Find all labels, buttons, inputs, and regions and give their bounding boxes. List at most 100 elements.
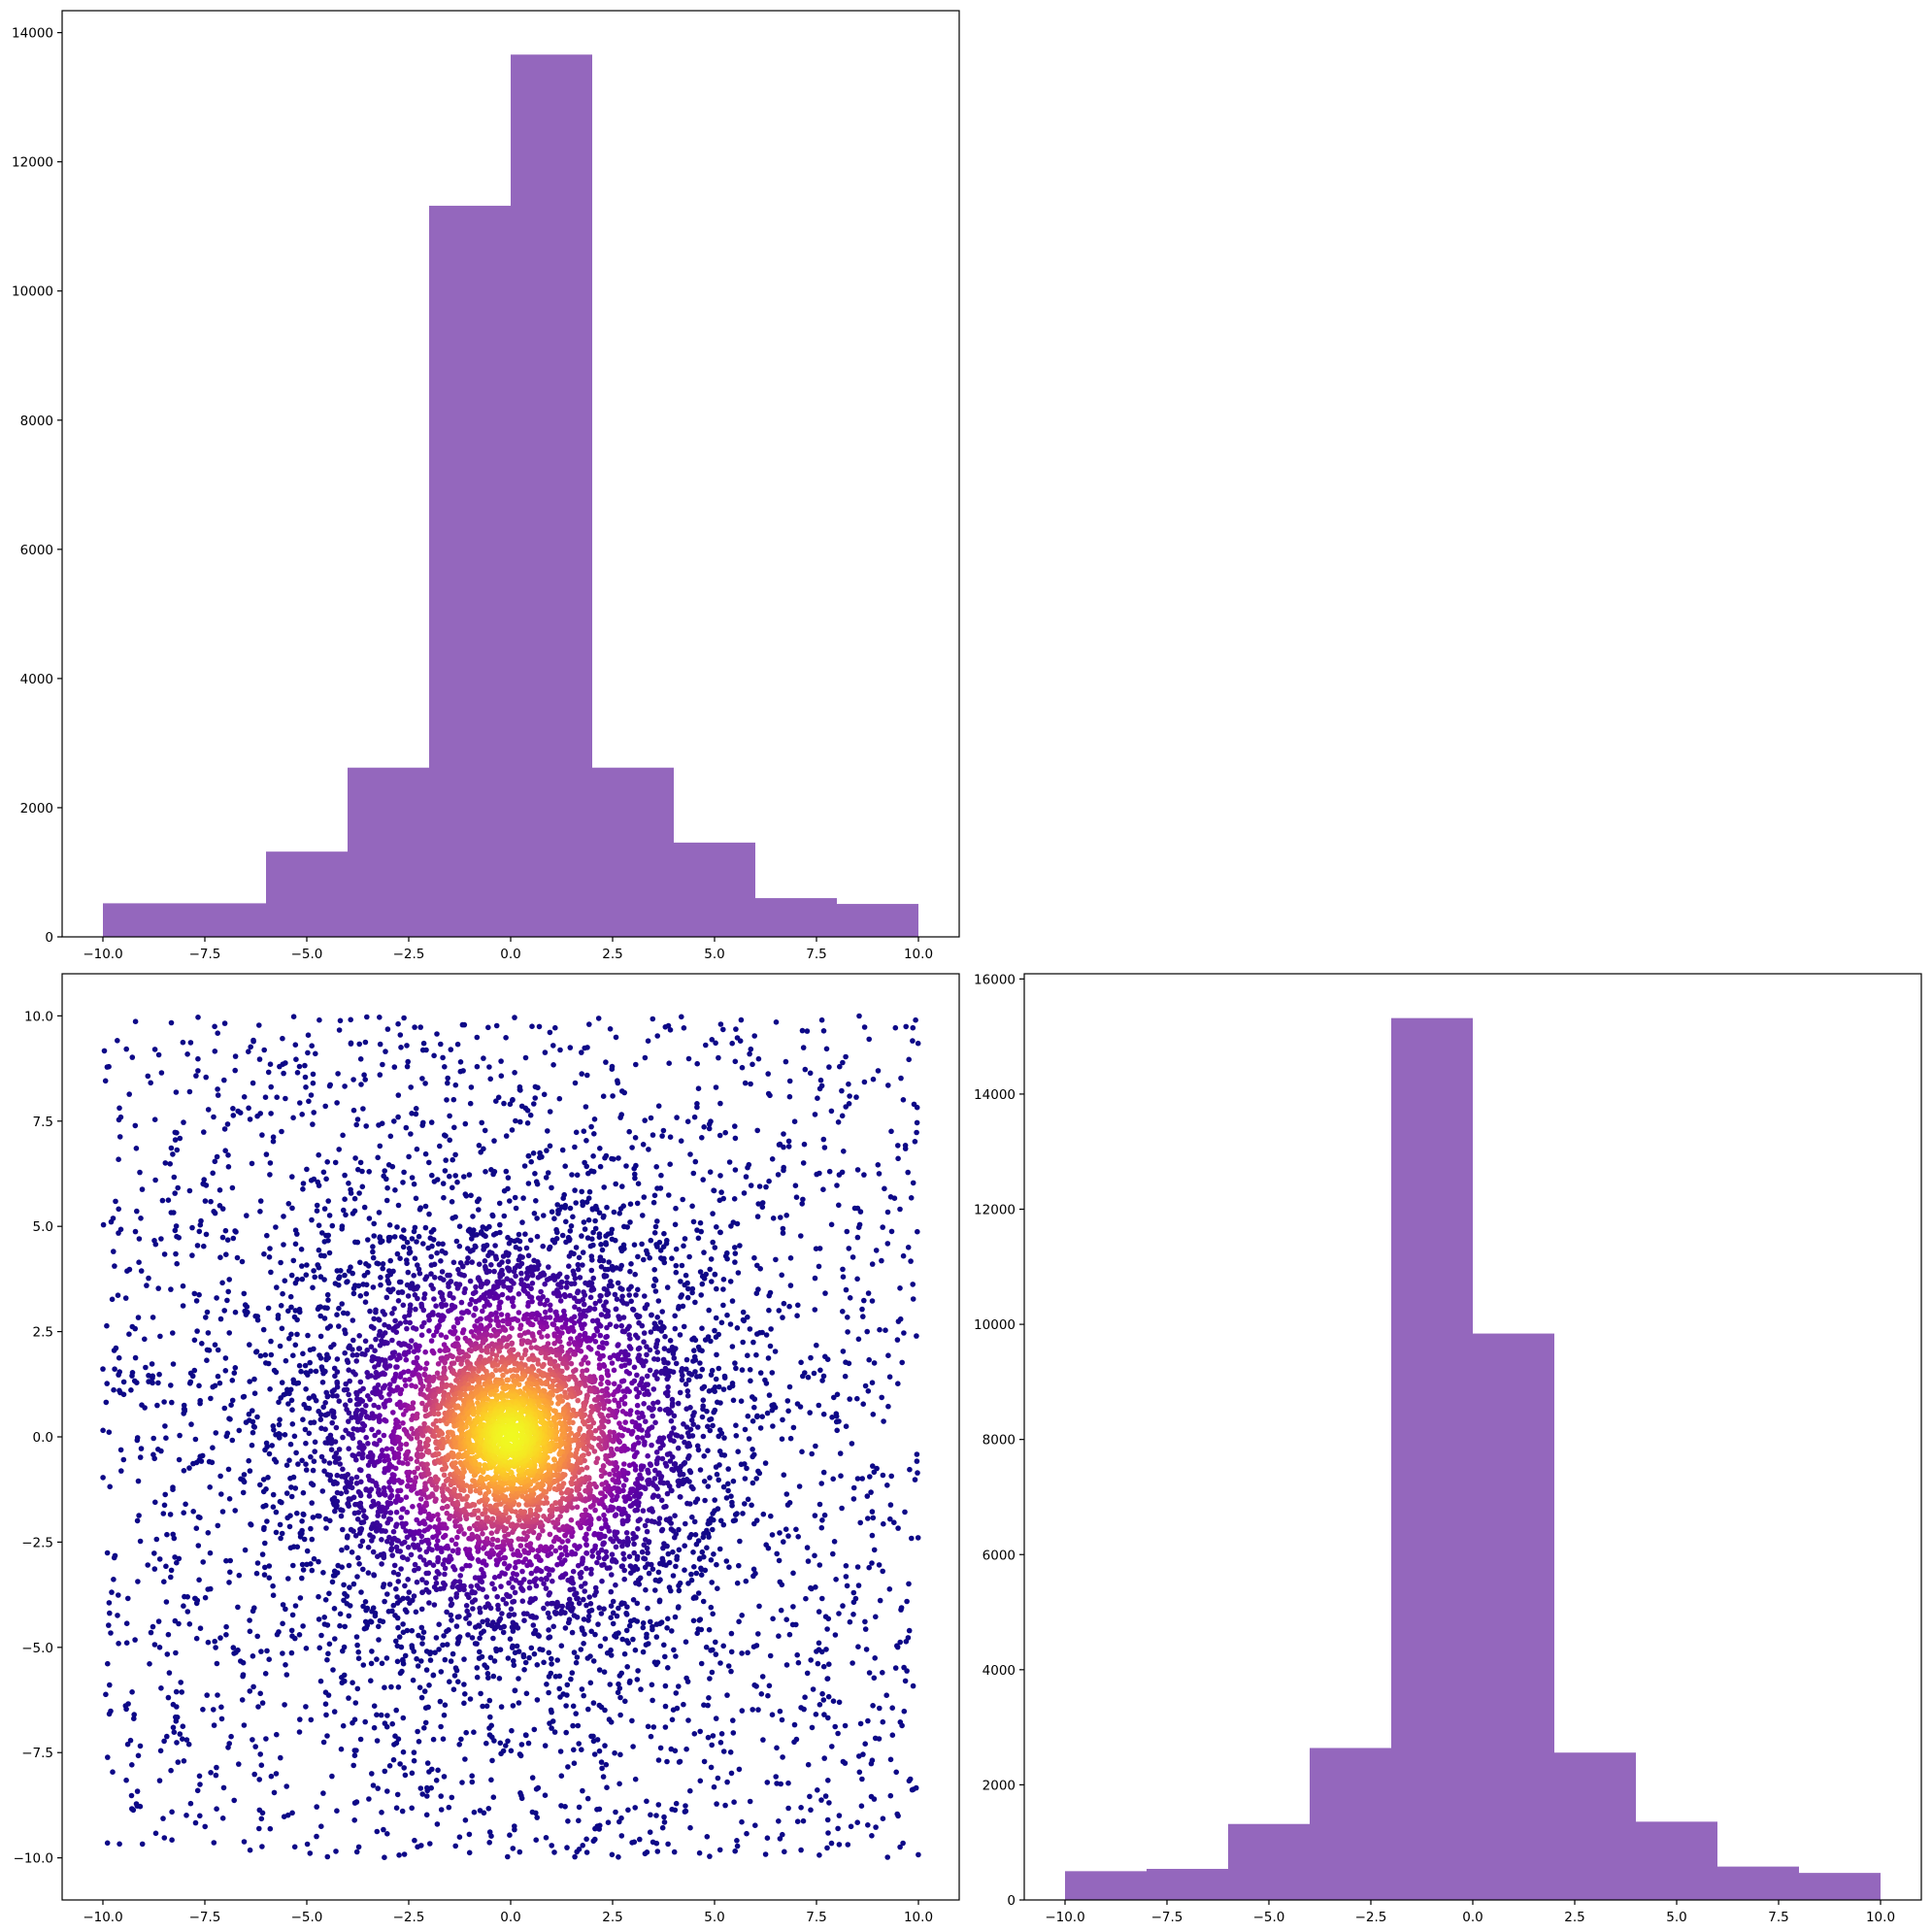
scatter-point <box>557 1047 563 1053</box>
scatter-point <box>292 1241 299 1248</box>
scatter-point <box>839 1087 845 1094</box>
scatter-point <box>506 1268 513 1274</box>
scatter-point <box>282 1278 288 1283</box>
scatter-point <box>158 1070 165 1076</box>
scatter-point <box>699 1135 705 1141</box>
scatter-point <box>340 1434 346 1441</box>
scatter-point <box>783 1662 790 1668</box>
scatter-point <box>846 1246 852 1251</box>
scatter-point <box>650 1724 657 1730</box>
scatter-point <box>290 1257 297 1264</box>
scatter-point <box>120 1379 127 1385</box>
scatter-point <box>562 1205 568 1211</box>
scatter-point <box>609 1155 615 1162</box>
scatter-point <box>300 1489 307 1496</box>
scatter-point <box>360 1508 367 1514</box>
scatter-point <box>655 1439 661 1445</box>
scatter-point <box>621 1223 627 1230</box>
scatter-point <box>635 1314 641 1320</box>
scatter-point <box>777 1579 783 1585</box>
scatter-point <box>903 1639 910 1645</box>
scatter-point <box>767 1652 774 1659</box>
scatter-point <box>338 1513 345 1519</box>
scatter-point <box>689 1336 695 1343</box>
scatter-point <box>850 1484 857 1491</box>
scatter-point <box>404 1043 410 1049</box>
scatter-point <box>684 1118 691 1124</box>
scatter-point <box>554 1561 560 1568</box>
scatter-point <box>649 1312 654 1318</box>
scatter-point <box>213 1772 219 1779</box>
scatter-point <box>377 1418 383 1424</box>
scatter-point <box>767 1092 773 1099</box>
scatter-point <box>660 1127 667 1134</box>
scatter-point <box>425 1570 432 1577</box>
scatter-point <box>150 1380 155 1386</box>
y-tick-label: 8000 <box>20 414 53 429</box>
scatter-point <box>501 1213 508 1219</box>
scatter-point <box>416 1684 423 1690</box>
scatter-point <box>469 1773 476 1779</box>
scatter-point <box>821 1512 828 1518</box>
scatter-point <box>422 1081 428 1086</box>
scatter-point <box>551 1240 558 1246</box>
scatter-point <box>915 1228 920 1235</box>
scatter-point <box>204 1357 210 1363</box>
scatter-point <box>529 1809 536 1815</box>
scatter-point <box>607 1354 614 1361</box>
scatter-point <box>108 1708 114 1715</box>
scatter-point <box>259 1132 265 1138</box>
scatter-point <box>627 1346 634 1351</box>
scatter-point <box>376 1623 382 1630</box>
scatter-point <box>422 1276 428 1282</box>
scatter-point <box>313 1397 319 1404</box>
scatter-point <box>417 1785 424 1791</box>
scatter-point <box>430 1312 436 1317</box>
scatter-point <box>647 1507 652 1513</box>
scatter-point <box>222 1355 229 1361</box>
scatter-point <box>453 1238 460 1245</box>
scatter-point <box>829 1744 835 1749</box>
scatter-point <box>297 1100 303 1106</box>
scatter-point <box>615 1689 621 1696</box>
scatter-point <box>840 1309 846 1315</box>
scatter-point <box>914 1451 920 1457</box>
scatter-point <box>547 1143 553 1149</box>
scatter-point <box>710 1511 716 1516</box>
scatter-point <box>355 1166 361 1173</box>
scatter-point <box>208 1198 214 1205</box>
scatter-point <box>844 1228 850 1235</box>
scatter-point <box>399 1289 406 1295</box>
scatter-point <box>456 1579 463 1584</box>
scatter-point <box>542 1281 548 1287</box>
scatter-point <box>532 1595 538 1602</box>
scatter-point <box>196 1291 202 1298</box>
scatter-point <box>497 1616 504 1622</box>
scatter-point <box>352 1155 358 1161</box>
scatter-point <box>409 1338 415 1344</box>
scatter-point <box>385 1456 392 1463</box>
scatter-point <box>606 1259 612 1265</box>
scatter-point <box>716 1427 723 1433</box>
scatter-point <box>619 1636 625 1643</box>
scatter-point <box>455 1547 461 1552</box>
scatter-point <box>729 1499 735 1506</box>
scatter-point <box>897 1285 903 1291</box>
scatter-point <box>552 1316 559 1323</box>
scatter-point <box>132 1228 139 1235</box>
scatter-point <box>370 1549 377 1555</box>
scatter-point <box>749 1707 755 1713</box>
scatter-point <box>620 1539 627 1545</box>
scatter-point <box>316 1222 322 1228</box>
scatter-point <box>404 1325 410 1332</box>
scatter-point <box>250 1429 256 1436</box>
scatter-point <box>213 1430 219 1436</box>
scatter-point <box>742 1080 749 1086</box>
scatter-point <box>180 1723 186 1729</box>
scatter-point <box>402 1607 409 1613</box>
scatter-point <box>362 1338 369 1345</box>
scatter-point <box>754 1127 760 1134</box>
scatter-point <box>730 1478 737 1484</box>
scatter-point <box>664 1758 670 1765</box>
scatter-point <box>558 1608 565 1615</box>
